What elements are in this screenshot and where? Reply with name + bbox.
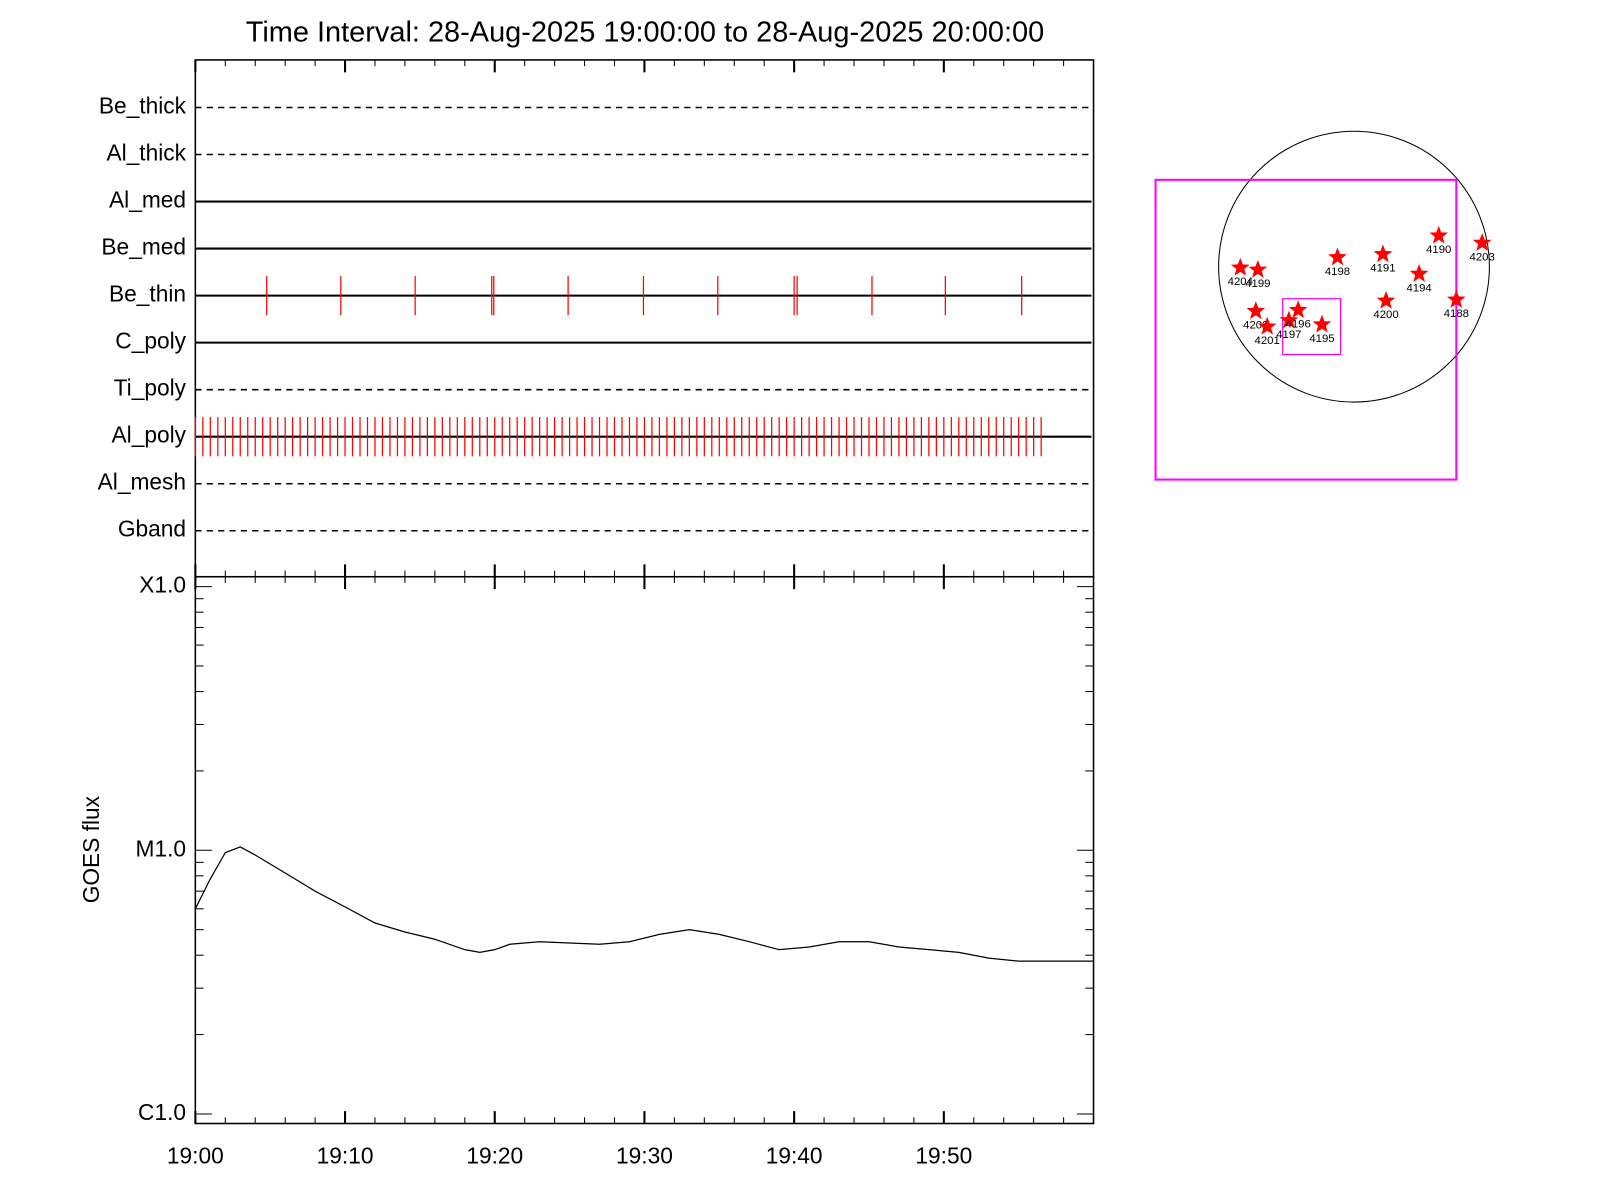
row-label: Gband	[118, 516, 186, 542]
row-label: Ti_poly	[114, 375, 187, 401]
row-label: Al_mesh	[98, 469, 186, 495]
solar-disk	[1218, 130, 1490, 403]
row-label: C_poly	[115, 328, 186, 354]
y-axis-label: GOES flux	[78, 795, 104, 903]
region-marker	[1447, 289, 1466, 308]
region-label: 4199	[1245, 278, 1270, 290]
y-tick-label: C1.0	[138, 1099, 186, 1125]
row-label: Al_med	[109, 187, 186, 213]
y-tick-label: X1.0	[139, 572, 186, 598]
region-label: 4200	[1373, 309, 1398, 321]
region-label: 4194	[1406, 282, 1431, 294]
region-label: 4203	[1470, 251, 1495, 263]
region-label: 4191	[1370, 263, 1395, 275]
region-marker	[1231, 257, 1250, 276]
region-marker	[1373, 244, 1393, 263]
region-label: 4198	[1325, 266, 1350, 278]
x-tick-label: 19:20	[466, 1143, 523, 1169]
region-marker	[1257, 316, 1277, 335]
field-of-view-box	[1154, 178, 1458, 481]
region-marker	[1429, 225, 1449, 244]
x-tick-label: 19:50	[915, 1143, 972, 1169]
x-tick-label: 19:30	[616, 1143, 673, 1169]
region-label: 4201	[1255, 335, 1280, 347]
x-tick-label: 19:00	[167, 1143, 224, 1169]
region-marker	[1248, 259, 1268, 278]
region-label: 4190	[1426, 244, 1451, 256]
row-label: Be_thin	[109, 281, 186, 307]
row-label: Al_thick	[106, 140, 186, 166]
region-label: 4196	[1286, 319, 1311, 331]
region-label: 4197	[1276, 329, 1301, 341]
region-marker	[1376, 290, 1396, 309]
x-tick-label: 19:10	[317, 1143, 374, 1169]
row-label: Al_poly	[112, 422, 187, 448]
target-box	[1282, 298, 1342, 356]
flux-line	[194, 846, 1094, 962]
region-marker	[1328, 247, 1347, 266]
x-tick-label: 19:40	[766, 1143, 823, 1169]
region-marker	[1279, 310, 1299, 329]
region-marker	[1246, 301, 1266, 320]
y-tick-label: M1.0	[136, 835, 187, 861]
region-marker	[1288, 300, 1308, 319]
region-label: 4188	[1444, 308, 1469, 320]
region-marker	[1409, 264, 1429, 282]
region-marker	[1312, 314, 1332, 333]
row-label: Be_med	[101, 234, 186, 260]
chart-title: Time Interval: 28-Aug-2025 19:00:00 to 2…	[246, 17, 1044, 49]
region-label: 4202	[1243, 320, 1268, 332]
row-label: Be_thick	[99, 92, 187, 118]
region-label: 4204	[1228, 276, 1253, 288]
region-label: 4195	[1309, 333, 1334, 345]
region-marker	[1472, 233, 1492, 251]
